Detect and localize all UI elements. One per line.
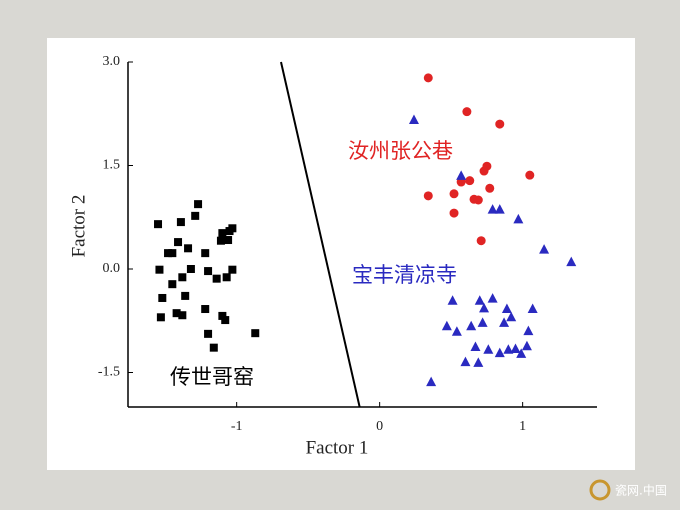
x-tick-label: 1 bbox=[519, 419, 526, 434]
triangle-marker bbox=[473, 357, 484, 367]
square-marker bbox=[204, 267, 213, 276]
circle-marker bbox=[449, 189, 459, 199]
square-marker bbox=[212, 274, 221, 283]
square-marker bbox=[216, 236, 225, 245]
square-marker bbox=[221, 316, 230, 325]
square-marker bbox=[154, 220, 163, 229]
square-marker bbox=[176, 218, 185, 227]
triangle-marker bbox=[523, 325, 534, 336]
square-marker bbox=[251, 329, 260, 338]
triangle-marker bbox=[513, 213, 524, 224]
square-marker bbox=[218, 311, 227, 320]
square-marker bbox=[156, 313, 165, 322]
triangle-marker bbox=[494, 204, 505, 214]
x-tick-label: 0 bbox=[376, 419, 383, 434]
triangle-marker bbox=[501, 303, 512, 314]
square-marker bbox=[158, 293, 167, 302]
group-label: 传世哥窑 bbox=[170, 365, 254, 389]
triangle-marker bbox=[510, 343, 521, 354]
triangle-marker bbox=[408, 114, 419, 124]
chart-background bbox=[47, 38, 635, 470]
square-marker bbox=[201, 305, 210, 314]
x-tick-label: -1 bbox=[231, 419, 243, 434]
square-marker bbox=[209, 343, 218, 352]
triangle-marker bbox=[460, 356, 471, 367]
group-label: 汝州张公巷 bbox=[348, 139, 453, 163]
triangle-marker bbox=[456, 170, 467, 180]
square-marker bbox=[218, 229, 227, 238]
circle-marker bbox=[423, 191, 433, 201]
square-marker bbox=[222, 273, 231, 282]
square-marker bbox=[228, 224, 237, 233]
square-marker bbox=[224, 236, 233, 245]
circle-marker bbox=[495, 119, 505, 129]
square-marker bbox=[204, 329, 213, 338]
square-marker bbox=[174, 238, 183, 247]
logo-icon bbox=[589, 479, 611, 501]
triangle-marker bbox=[487, 204, 498, 214]
square-marker bbox=[201, 249, 210, 258]
circle-marker bbox=[465, 176, 475, 186]
triangle-marker bbox=[447, 295, 458, 305]
square-marker bbox=[228, 265, 237, 274]
circle-marker bbox=[473, 195, 483, 205]
triangle-marker bbox=[470, 341, 481, 351]
square-marker bbox=[194, 200, 203, 209]
triangle-marker bbox=[477, 317, 488, 327]
triangle-marker bbox=[441, 320, 452, 331]
triangle-marker bbox=[506, 311, 517, 322]
circle-marker bbox=[476, 236, 486, 246]
triangle-marker bbox=[451, 326, 462, 336]
triangle-marker bbox=[499, 317, 510, 327]
square-marker bbox=[178, 311, 187, 320]
triangle-marker bbox=[503, 344, 514, 354]
y-tick-label: -1.5 bbox=[98, 365, 120, 380]
triangle-marker bbox=[566, 256, 577, 267]
circle-marker bbox=[449, 208, 459, 218]
triangle-marker bbox=[539, 244, 550, 254]
square-marker bbox=[164, 249, 173, 258]
circle-marker bbox=[485, 183, 495, 193]
triangle-marker bbox=[487, 293, 498, 303]
triangle-marker bbox=[479, 302, 490, 313]
square-marker bbox=[172, 309, 181, 318]
circle-marker bbox=[462, 107, 472, 117]
triangle-marker bbox=[474, 295, 485, 305]
triangle-marker bbox=[527, 303, 538, 314]
square-marker bbox=[184, 244, 193, 253]
square-marker bbox=[181, 291, 190, 300]
triangle-marker bbox=[494, 347, 505, 358]
y-axis-label: Factor 2 bbox=[68, 195, 89, 258]
square-marker bbox=[191, 211, 200, 220]
y-tick-label: 1.5 bbox=[103, 158, 121, 173]
square-marker bbox=[155, 265, 164, 274]
square-marker bbox=[186, 265, 195, 273]
triangle-marker bbox=[483, 344, 494, 354]
square-marker bbox=[168, 249, 177, 258]
y-tick-label: 0.0 bbox=[103, 261, 121, 276]
circle-marker bbox=[423, 73, 433, 83]
triangle-marker bbox=[521, 340, 532, 351]
triangle-marker bbox=[426, 376, 437, 387]
circle-marker bbox=[479, 166, 489, 176]
group-label: 宝丰清凉寺 bbox=[352, 263, 457, 287]
boundary-line bbox=[280, 61, 361, 408]
square-marker bbox=[168, 280, 177, 289]
watermark: 瓷网.中国 bbox=[615, 483, 667, 498]
x-axis-label: Factor 1 bbox=[306, 437, 369, 458]
triangle-marker bbox=[516, 348, 527, 358]
circle-marker bbox=[525, 170, 535, 180]
triangle-marker bbox=[466, 320, 477, 331]
square-marker bbox=[178, 273, 187, 282]
y-tick-label: 3.0 bbox=[103, 54, 121, 69]
